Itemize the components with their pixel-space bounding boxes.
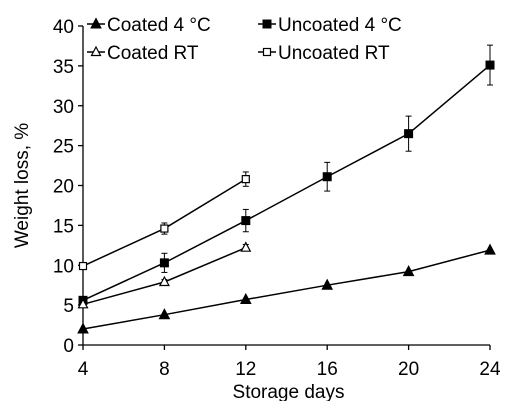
series-line-coated-4-c: [82, 249, 491, 330]
y-tick-label: 20: [53, 177, 74, 198]
data-point: [159, 258, 169, 268]
y-tick-label: 40: [53, 17, 74, 38]
legend-marker: [262, 47, 272, 57]
y-tick-label: 10: [53, 256, 74, 277]
y-tick-label: 0: [63, 336, 74, 357]
data-point: [77, 322, 89, 334]
data-point: [160, 224, 169, 233]
legend-item-coated-4-c: Coated 4 °C: [87, 15, 211, 36]
x-tick-label: 16: [317, 359, 338, 380]
legend-marker: [90, 45, 102, 57]
legend-item-uncoated-4-c: Uncoated 4 °C: [258, 15, 402, 36]
y-tick-label: 15: [53, 216, 74, 237]
data-point: [158, 308, 171, 320]
data-point: [77, 298, 89, 309]
y-tick-label: 5: [63, 296, 74, 317]
data-point: [239, 292, 252, 305]
legend-label: Uncoated RT: [278, 43, 390, 64]
y-ticks: 0 5 10 15 20 25 30 35 40: [53, 17, 83, 357]
data-point: [404, 129, 414, 139]
data-point: [321, 278, 334, 290]
legend-marker: [90, 17, 102, 29]
x-axis-title: Storage days: [233, 382, 345, 401]
y-axis-title: Weight loss, %: [12, 123, 33, 248]
x-tick-label: 4: [78, 359, 89, 380]
x-ticks: 4 8 12 16 20 24: [78, 345, 501, 380]
axes: 0 5 10 15 20 25 30 35 40 4 8 12 16 20 24: [53, 17, 501, 380]
series-coated-rt: [77, 241, 252, 309]
x-tick-label: 8: [159, 359, 170, 380]
series-uncoated-rt: [78, 171, 250, 271]
data-point: [322, 172, 332, 182]
series-uncoated-4-c: [78, 44, 495, 305]
legend-item-uncoated-rt: Uncoated RT: [258, 43, 390, 64]
x-tick-label: 24: [479, 359, 501, 380]
y-tick-label: 30: [53, 97, 74, 118]
data-point: [78, 261, 88, 271]
legend-item-coated-rt: Coated RT: [87, 43, 199, 64]
legend-label: Coated 4 °C: [107, 15, 211, 36]
data-point: [240, 241, 252, 252]
legend: Coated 4 °C Uncoated 4 °C Coated RT Uncoate…: [87, 15, 402, 64]
legend-label: Uncoated 4 °C: [278, 15, 402, 36]
series-line-uncoated-4-c: [82, 64, 491, 302]
data-point: [485, 60, 495, 70]
series-coated-4-c: [77, 243, 496, 334]
x-tick-label: 12: [235, 359, 256, 380]
data-point: [158, 275, 170, 287]
legend-label: Coated RT: [107, 43, 199, 64]
x-tick-label: 20: [398, 359, 419, 380]
data-point: [402, 265, 415, 277]
data-point: [241, 216, 251, 226]
legend-marker: [262, 19, 272, 29]
data-point: [241, 175, 250, 184]
series-layer: [77, 44, 496, 334]
y-tick-label: 25: [53, 137, 74, 158]
y-tick-label: 35: [53, 57, 74, 78]
data-point: [484, 243, 496, 255]
